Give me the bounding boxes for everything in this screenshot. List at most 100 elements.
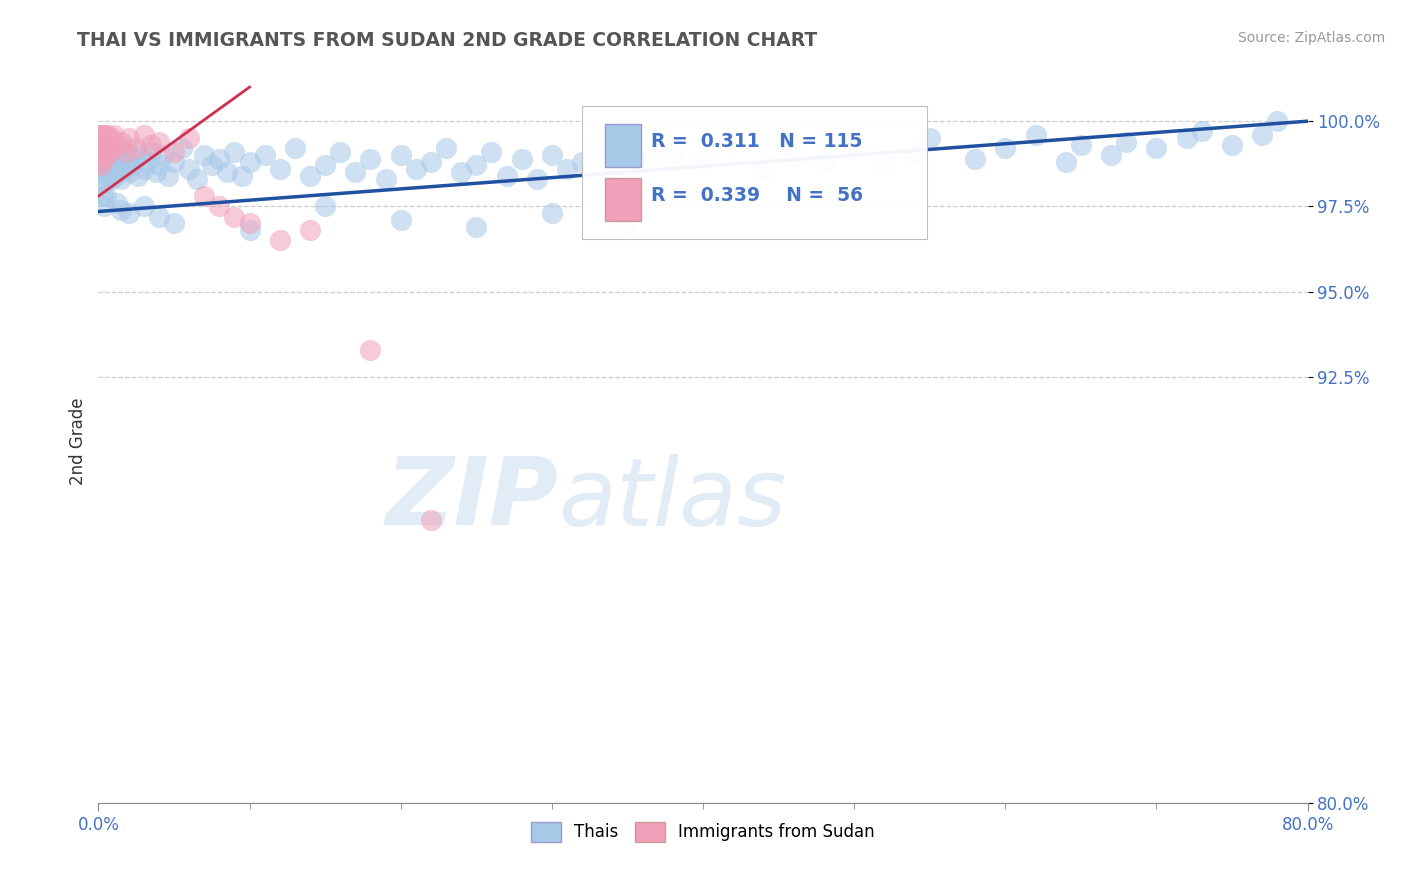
Point: [89, 135, 111, 149]
Legend: Thais, Immigrants from Sudan: Thais, Immigrants from Sudan: [524, 815, 882, 848]
Point: [631, 159, 654, 173]
Point: [314, 199, 336, 213]
Point: [224, 145, 246, 159]
Point: [124, 152, 146, 166]
Point: [405, 161, 427, 176]
Point: [93, 152, 115, 166]
Point: [90, 155, 112, 169]
Point: [121, 159, 143, 173]
Point: [163, 145, 186, 159]
Point: [101, 172, 124, 186]
Point: [284, 141, 307, 155]
Point: [103, 128, 125, 142]
Point: [115, 141, 138, 155]
Point: [374, 172, 396, 186]
Text: THAI VS IMMIGRANTS FROM SUDAN 2ND GRADE CORRELATION CHART: THAI VS IMMIGRANTS FROM SUDAN 2ND GRADE …: [77, 31, 817, 50]
Point: [450, 165, 472, 179]
Point: [90, 159, 112, 173]
Point: [91, 189, 114, 203]
Point: [813, 155, 835, 169]
Point: [1054, 155, 1077, 169]
Point: [93, 199, 115, 213]
Point: [661, 145, 683, 159]
Point: [1146, 141, 1168, 155]
Point: [904, 145, 927, 159]
Point: [96, 169, 118, 183]
Point: [994, 141, 1017, 155]
Point: [91, 131, 114, 145]
Point: [97, 138, 120, 153]
Point: [481, 145, 503, 159]
Point: [201, 159, 224, 173]
Point: [100, 141, 122, 155]
Point: [231, 169, 253, 183]
Point: [94, 128, 117, 142]
Point: [94, 138, 117, 153]
FancyBboxPatch shape: [605, 124, 641, 167]
Point: [94, 138, 117, 153]
Point: [90, 135, 112, 149]
Point: [170, 141, 193, 155]
Point: [752, 161, 775, 176]
Point: [108, 152, 131, 166]
Point: [152, 148, 174, 162]
Point: [110, 172, 132, 186]
Point: [1070, 138, 1092, 153]
Point: [94, 135, 117, 149]
Point: [1220, 138, 1243, 153]
Point: [465, 159, 488, 173]
Point: [110, 135, 132, 149]
Point: [112, 161, 135, 176]
Point: [420, 155, 443, 169]
Point: [94, 145, 117, 159]
Point: [360, 343, 382, 357]
Point: [510, 152, 533, 166]
Point: [148, 159, 170, 173]
Point: [94, 161, 117, 176]
Point: [105, 138, 128, 153]
Point: [118, 206, 141, 220]
Point: [132, 161, 155, 176]
Point: [101, 148, 124, 162]
Point: [96, 141, 118, 155]
Point: [360, 152, 382, 166]
Point: [148, 135, 170, 149]
Point: [107, 159, 129, 173]
Point: [127, 169, 149, 183]
Point: [89, 138, 111, 153]
Point: [111, 145, 134, 159]
Point: [96, 128, 118, 142]
Point: [179, 131, 201, 145]
Point: [100, 155, 122, 169]
Point: [616, 138, 638, 153]
Point: [98, 145, 121, 159]
Point: [420, 513, 443, 527]
Point: [1191, 124, 1213, 138]
Point: [90, 141, 112, 155]
Point: [239, 216, 262, 230]
Point: [783, 148, 806, 162]
Point: [94, 189, 117, 203]
Point: [215, 165, 238, 179]
Point: [89, 155, 111, 169]
Point: [89, 145, 111, 159]
Point: [91, 159, 114, 173]
Point: [118, 165, 141, 179]
Text: Source: ZipAtlas.com: Source: ZipAtlas.com: [1237, 31, 1385, 45]
Point: [269, 234, 291, 248]
FancyBboxPatch shape: [605, 178, 641, 221]
Point: [571, 155, 593, 169]
Text: atlas: atlas: [558, 454, 786, 545]
Point: [1115, 135, 1137, 149]
Point: [299, 223, 322, 237]
Point: [98, 165, 121, 179]
Text: ZIP: ZIP: [385, 453, 558, 545]
Point: [156, 169, 179, 183]
Point: [94, 131, 117, 145]
Point: [93, 135, 115, 149]
Point: [163, 155, 186, 169]
Point: [186, 172, 208, 186]
Point: [145, 165, 167, 179]
Point: [586, 141, 609, 155]
Point: [93, 131, 115, 145]
